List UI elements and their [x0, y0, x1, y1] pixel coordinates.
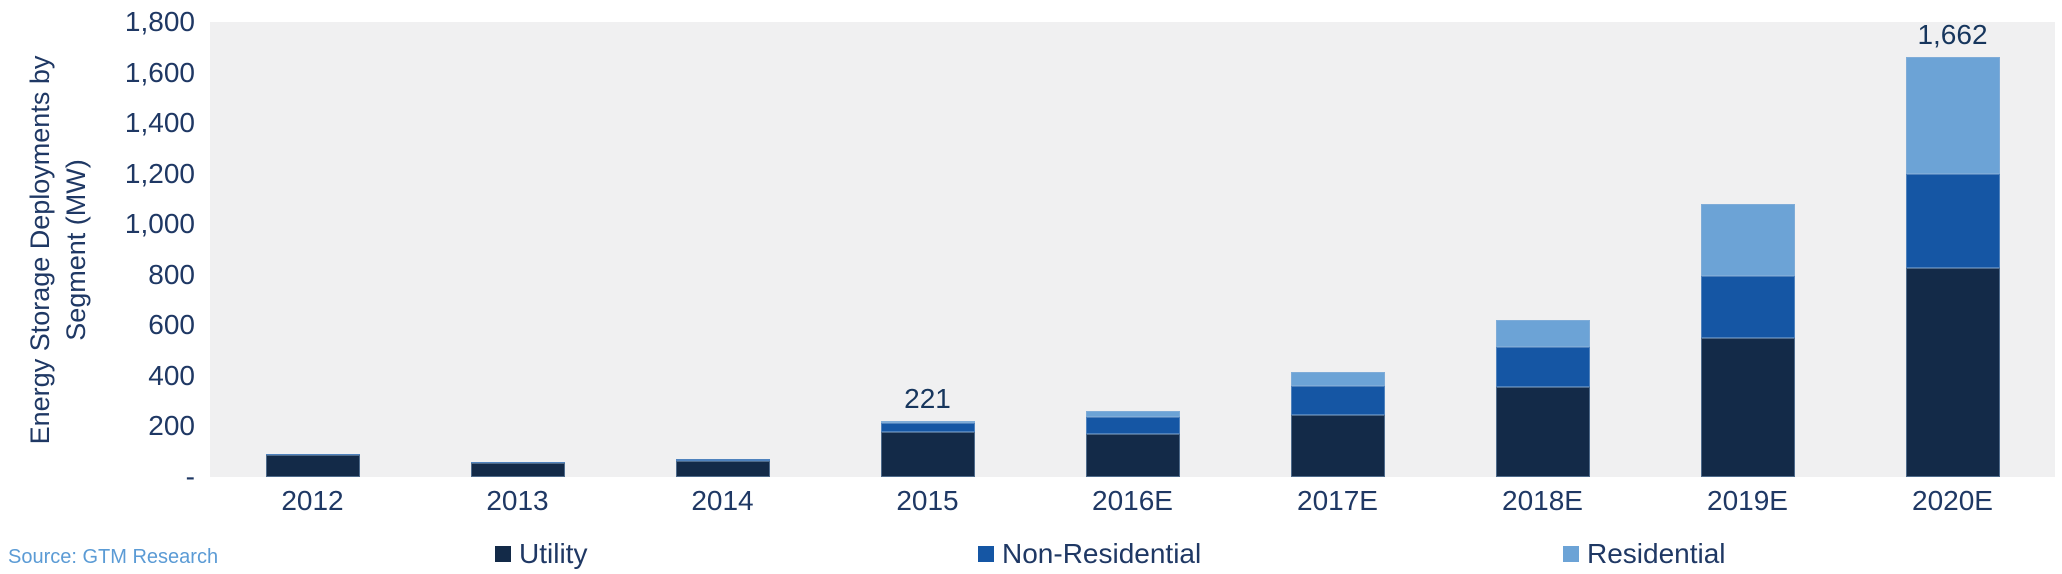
bar-segment-utility [470, 463, 565, 477]
y-tick-label: 1,600 [124, 56, 195, 88]
bar-segment-non-residential [265, 453, 360, 455]
bar-column-2014 [620, 22, 825, 477]
bar-segment-residential [1700, 204, 1795, 277]
bar-segment-residential [880, 421, 975, 424]
bar-segment-utility [265, 454, 360, 477]
stacked-bar [1905, 56, 2000, 477]
bar-segment-non-residential [880, 423, 975, 432]
bar-segment-utility [1905, 268, 2000, 477]
bar-total-label: 1,662 [1917, 18, 1988, 50]
bar-total-label: 221 [904, 383, 951, 415]
bar-column-2017e [1235, 22, 1440, 477]
bar-segment-residential [1290, 372, 1385, 387]
bar-column-2015: 221 [825, 22, 1030, 477]
stacked-bar [880, 421, 975, 477]
y-tick-label: 200 [148, 410, 195, 442]
stacked-bar [1495, 320, 1590, 477]
legend-swatch-residential [1563, 546, 1579, 562]
y-tick-label: 1,400 [124, 107, 195, 139]
bar-segment-utility [675, 461, 770, 477]
bar-segment-utility [1700, 337, 1795, 477]
bar-segment-residential [1495, 320, 1590, 347]
legend-item-non-residential: Non-Residential [978, 538, 1202, 569]
bar-column-2016e [1030, 22, 1235, 477]
legend-label: Non-Residential [1002, 538, 1202, 569]
y-tick-label: 1,000 [124, 208, 195, 240]
y-tick-label: - [185, 461, 195, 492]
bar-segment-residential [1085, 410, 1180, 417]
source-note: Source: GTM Research [8, 546, 219, 568]
stacked-bar [1700, 204, 1795, 477]
legend-item-utility: Utility [495, 538, 588, 569]
bar-segment-non-residential [1905, 173, 2000, 269]
x-tick-label-2017e: 2017E [1297, 485, 1378, 516]
bar-segment-utility [1495, 387, 1590, 477]
bar-column-2013 [415, 22, 620, 477]
x-tick-label-2012: 2012 [281, 485, 344, 516]
legend-item-residential: Residential [1563, 538, 1726, 569]
bar-segment-non-residential [1290, 386, 1385, 416]
x-tick-label-2014: 2014 [691, 485, 754, 516]
stacked-bar [1085, 410, 1180, 477]
bar-column-2012 [210, 22, 415, 477]
bar-segment-non-residential [470, 462, 565, 464]
stacked-bar [1290, 372, 1385, 477]
y-tick-label: 600 [148, 309, 195, 341]
y-tick-label: 1,200 [124, 157, 195, 189]
plot-area: 221 1,662 [210, 18, 2055, 477]
stacked-bar [470, 462, 565, 477]
bar-segment-non-residential [675, 459, 770, 462]
bar-segment-utility [1290, 415, 1385, 477]
x-tick-label-2018e: 2018E [1502, 485, 1583, 516]
x-tick-label-2019e: 2019E [1707, 485, 1788, 516]
legend-swatch-utility [495, 546, 511, 562]
x-tick-label-2020e: 2020E [1912, 485, 1993, 516]
legend-label: Utility [519, 538, 588, 569]
x-tick-label-2013: 2013 [486, 485, 549, 516]
bar-column-2020e: 1,662 [1850, 18, 2055, 477]
bar-segment-non-residential [1495, 346, 1590, 388]
bar-column-2018e [1440, 22, 1645, 477]
x-tick-label-2015: 2015 [896, 485, 959, 516]
legend-swatch-non-residential [978, 546, 994, 562]
bar-segment-residential [675, 458, 770, 460]
stacked-bar [265, 453, 360, 477]
bar-segment-utility [1085, 433, 1180, 477]
bar-segment-residential [1905, 56, 2000, 174]
y-tick-label: 800 [148, 258, 195, 290]
bar-column-2019e [1645, 22, 1850, 477]
bar-segment-utility [880, 431, 975, 477]
x-axis-labels: 2012 2013 2014 2015 2016E 2017E 2018E 2019E 2020… [210, 486, 2055, 516]
bar-segment-non-residential [1700, 276, 1795, 338]
y-tick-label: 400 [148, 359, 195, 391]
y-tick-label: 1,800 [124, 6, 195, 37]
x-tick-label-2016e: 2016E [1092, 485, 1173, 516]
bar-segment-non-residential [1085, 416, 1180, 434]
legend-label: Residential [1587, 538, 1726, 569]
stacked-bar [675, 458, 770, 477]
